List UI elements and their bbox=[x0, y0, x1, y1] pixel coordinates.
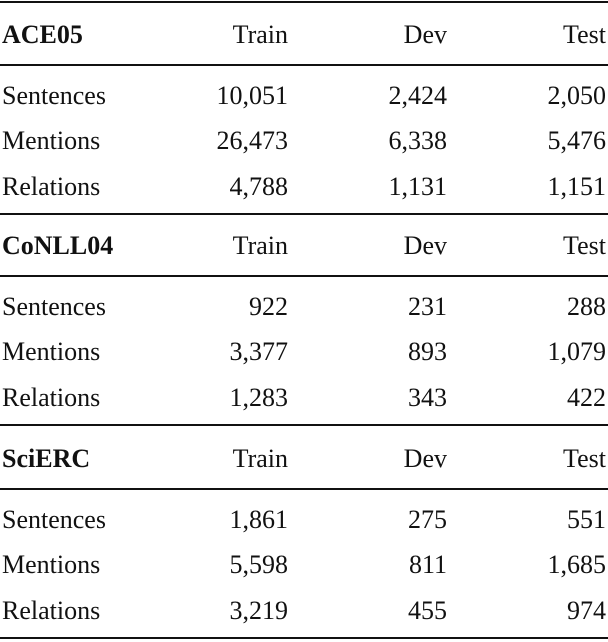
rule bbox=[0, 64, 608, 66]
row-label: Sentences bbox=[2, 505, 106, 534]
cell-value: 4,788 bbox=[229, 171, 289, 201]
cell-value: 26,473 bbox=[216, 126, 289, 156]
rule bbox=[0, 424, 608, 426]
row-label: Sentences bbox=[2, 81, 106, 110]
row-label: Sentences bbox=[2, 292, 106, 321]
cell-value: 811 bbox=[408, 550, 447, 580]
cell-value: 455 bbox=[408, 595, 447, 625]
row-label: Mentions bbox=[2, 337, 101, 367]
row-label: Relations bbox=[2, 171, 101, 201]
cell-value: 2,050 bbox=[547, 81, 607, 110]
cell-value: 275 bbox=[408, 505, 447, 534]
cell-value: 3,219 bbox=[229, 595, 289, 625]
rule bbox=[0, 1, 608, 3]
cell-value: 974 bbox=[567, 595, 606, 625]
cell-value: 1,685 bbox=[547, 550, 607, 580]
cell-value: 2,424 bbox=[388, 81, 448, 110]
cell-value: 1,151 bbox=[547, 171, 607, 201]
column-header: Train bbox=[232, 231, 288, 260]
cell-value: 10,051 bbox=[216, 81, 289, 110]
column-header: Dev bbox=[403, 231, 447, 260]
column-header: Test bbox=[563, 231, 606, 260]
row-label: Mentions bbox=[2, 550, 101, 580]
row-label: Relations bbox=[2, 382, 101, 412]
rule bbox=[0, 275, 608, 277]
section-title: ACE05 bbox=[2, 20, 83, 49]
cell-value: 922 bbox=[249, 292, 288, 321]
column-header: Train bbox=[232, 444, 288, 473]
row-label: Mentions bbox=[2, 126, 101, 156]
cell-value: 1,079 bbox=[547, 337, 607, 367]
cell-value: 1,131 bbox=[388, 171, 448, 201]
column-header: Train bbox=[232, 20, 288, 49]
column-header: Dev bbox=[403, 444, 447, 473]
cell-value: 5,476 bbox=[547, 126, 607, 156]
column-header: Dev bbox=[403, 20, 447, 49]
cell-value: 6,338 bbox=[388, 126, 448, 156]
rule bbox=[0, 488, 608, 490]
column-header: Test bbox=[563, 20, 606, 49]
cell-value: 1,861 bbox=[229, 505, 289, 534]
cell-value: 893 bbox=[408, 337, 447, 367]
cell-value: 343 bbox=[408, 382, 447, 412]
cell-value: 551 bbox=[567, 505, 606, 534]
cell-value: 422 bbox=[567, 382, 606, 412]
section-title: CoNLL04 bbox=[2, 231, 114, 260]
rule bbox=[0, 637, 608, 639]
cell-value: 288 bbox=[567, 292, 606, 321]
column-header: Test bbox=[563, 444, 606, 473]
rule bbox=[0, 213, 608, 215]
section-title: SciERC bbox=[2, 444, 91, 473]
row-label: Relations bbox=[2, 595, 101, 625]
cell-value: 3,377 bbox=[229, 337, 289, 367]
cell-value: 231 bbox=[408, 292, 447, 321]
cell-value: 5,598 bbox=[229, 550, 289, 580]
cell-value: 1,283 bbox=[229, 382, 289, 412]
